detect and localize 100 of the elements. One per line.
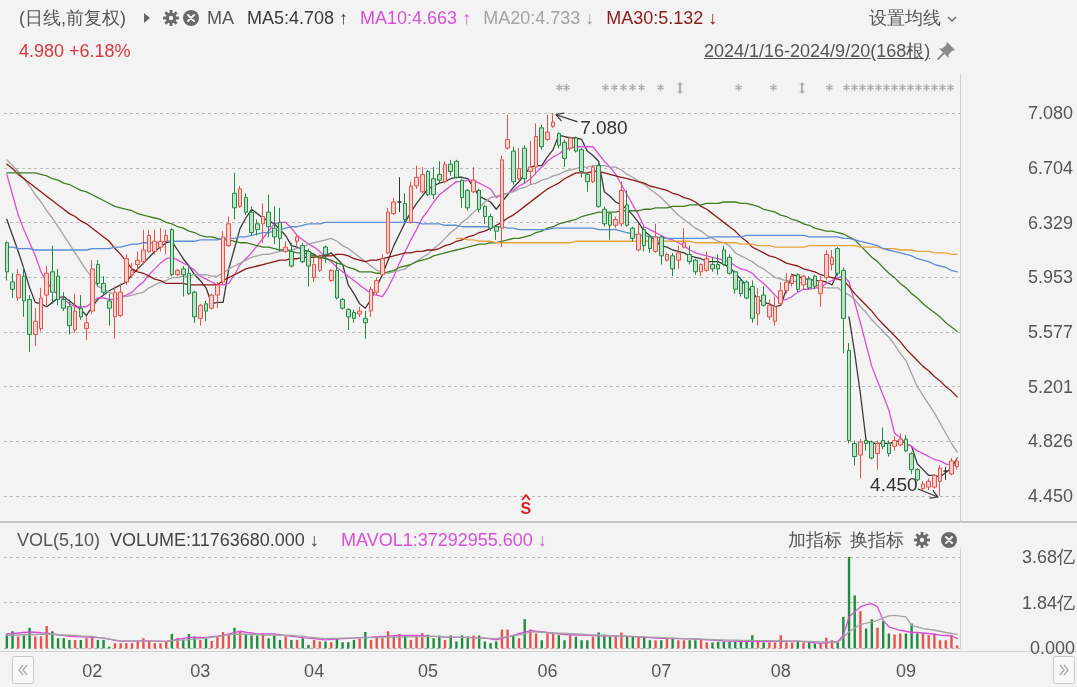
candlestick — [847, 342, 851, 444]
bar — [523, 619, 526, 649]
y-tick-label: 5.953 — [1028, 267, 1074, 288]
annotation: 4.450 — [870, 474, 918, 496]
candlestick — [801, 274, 806, 290]
bar — [711, 642, 714, 649]
bar — [68, 639, 71, 649]
candlestick — [511, 146, 516, 186]
candlestick — [648, 234, 652, 254]
bar — [580, 640, 583, 649]
text: 设置均线 — [869, 8, 941, 28]
bar — [364, 632, 367, 649]
text: MA20:4.733 ↓ — [483, 8, 595, 28]
candlestick — [471, 166, 476, 194]
bar — [358, 638, 361, 649]
bar — [307, 644, 310, 649]
bar — [159, 643, 162, 649]
candlestick — [659, 234, 664, 266]
candlestick — [585, 172, 590, 193]
chart-title: (日线,前复权) — [19, 8, 126, 28]
bar — [876, 627, 879, 649]
line-series — [6, 614, 958, 644]
candlestick — [107, 293, 112, 327]
line-series — [6, 163, 958, 398]
x-tick-label: 02 — [82, 661, 103, 682]
candlestick — [261, 202, 265, 244]
candlestick — [875, 440, 880, 471]
candlestick — [858, 438, 863, 479]
candlestick — [335, 261, 339, 300]
text: MAVOL1:37292955.600 ↓ — [341, 530, 547, 550]
bar — [745, 641, 748, 649]
bar — [802, 642, 805, 649]
text: MA5:4.708 ↑ — [247, 8, 349, 28]
x-tick-label: 08 — [770, 661, 791, 682]
candlestick — [676, 245, 681, 270]
candlestick — [318, 253, 322, 273]
bar — [546, 633, 549, 649]
text: MA10:4.663 ↑ — [360, 8, 472, 28]
bar — [950, 635, 953, 649]
y-tick-label: 4.826 — [1028, 431, 1074, 452]
candlestick — [904, 434, 908, 453]
candlestick — [505, 114, 510, 151]
candlestick — [636, 223, 641, 252]
bar — [267, 638, 270, 649]
candlestick — [79, 294, 83, 321]
candlestick — [665, 252, 669, 263]
bar — [597, 632, 600, 649]
bar — [893, 634, 896, 649]
candlestick — [5, 240, 9, 282]
candlestick — [682, 227, 686, 250]
y-tick-label: 5.577 — [1028, 321, 1074, 342]
candlestick — [670, 252, 675, 277]
candlestick — [642, 226, 646, 252]
x-tick-label: 04 — [304, 661, 325, 682]
annotation: VOLUME:11763680.000 ↓ — [110, 530, 319, 550]
y-tick-label: 5.201 — [1028, 376, 1074, 397]
y-tick-label: 0.000 — [1029, 638, 1075, 659]
bar — [762, 642, 765, 649]
candlestick — [756, 287, 760, 327]
bar — [506, 629, 509, 649]
y-tick-label: 6.329 — [1028, 212, 1074, 233]
candlestick — [596, 162, 601, 209]
candlestick — [175, 268, 180, 277]
y-tick-label: 6.704 — [1028, 157, 1074, 178]
bar — [563, 640, 566, 649]
line-series — [6, 221, 958, 273]
bar — [125, 643, 128, 649]
candlestick — [283, 240, 288, 254]
candlestick — [477, 188, 481, 213]
candlestick — [266, 194, 271, 238]
candlestick — [323, 245, 328, 264]
candlestick — [312, 256, 316, 283]
bar — [290, 639, 293, 649]
candlestick — [625, 189, 629, 228]
candlestick — [90, 259, 95, 315]
bar — [489, 643, 492, 649]
candlestick — [653, 223, 658, 254]
candlestick — [545, 114, 550, 142]
candlestick — [881, 426, 885, 450]
bar — [216, 636, 219, 649]
bar — [455, 641, 458, 649]
bar — [284, 636, 287, 649]
legend-title: VOL(5,10) — [17, 530, 101, 550]
candlestick — [232, 172, 237, 220]
y-tick-label: 4.450 — [1028, 485, 1074, 506]
candlestick — [591, 165, 595, 184]
bar — [785, 642, 788, 649]
bar — [381, 638, 384, 649]
x-tick-label: 07 — [651, 661, 672, 682]
candlestick — [539, 124, 544, 151]
bar — [677, 640, 680, 649]
candlestick — [329, 268, 334, 283]
candlestick — [357, 306, 362, 318]
candlestick — [340, 297, 345, 311]
candlestick — [852, 440, 857, 466]
legend-title: MA — [207, 8, 234, 28]
x-tick-label: 06 — [537, 661, 558, 682]
candlestick — [363, 310, 368, 340]
candlestick — [443, 160, 447, 184]
candlestick — [818, 275, 823, 308]
